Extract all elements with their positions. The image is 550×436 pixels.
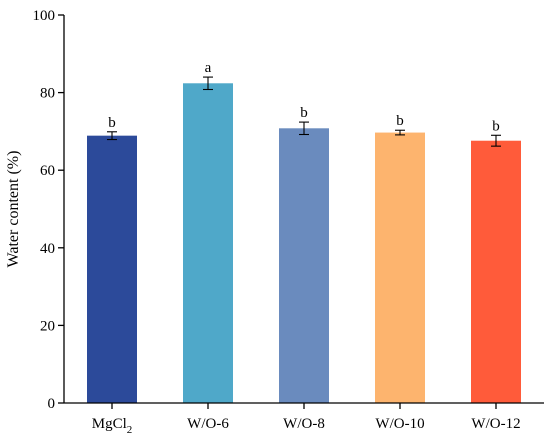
significance-letter: a — [205, 60, 212, 76]
x-tick-label-subscript: 2 — [127, 424, 133, 436]
significance-letters-group: b a b b b — [108, 60, 500, 134]
error-bars-group — [107, 76, 501, 147]
x-tick-label-main: W/O-10 — [375, 416, 424, 432]
significance-letter: b — [108, 115, 116, 131]
y-tick-label: 80 — [40, 86, 55, 102]
x-tick-label-main: W/O-8 — [283, 416, 325, 432]
x-tick-label-main: W/O-12 — [471, 416, 520, 432]
y-tick-label: 20 — [40, 318, 55, 334]
significance-letter: b — [492, 118, 500, 134]
y-tick-label: 40 — [40, 241, 55, 257]
x-tick-label: W/O-12 — [471, 416, 520, 432]
significance-letter: b — [396, 113, 404, 129]
x-tick-label: W/O-8 — [283, 416, 325, 432]
x-tick-label: W/O-10 — [375, 416, 424, 432]
y-axis-title: Water content (%) — [5, 151, 22, 268]
y-tick-label: 100 — [33, 8, 56, 24]
bar — [183, 83, 233, 404]
bar — [375, 132, 425, 403]
bars-group — [87, 83, 521, 404]
significance-letter: b — [300, 105, 308, 121]
x-tick-label-main: MgCl — [92, 416, 127, 432]
x-tick-label-main: W/O-6 — [187, 416, 229, 432]
bar — [87, 135, 137, 403]
x-tick-label: W/O-6 — [187, 416, 229, 432]
y-axis: 0 20 40 60 80 100 — [33, 8, 65, 412]
bar — [471, 140, 521, 403]
y-tick-label: 60 — [40, 163, 55, 179]
x-tick-label: MgCl2 — [92, 416, 133, 436]
x-axis: MgCl2 W/O-6 W/O-8 W/O-10 W/O-12 — [64, 402, 544, 436]
y-tick-label: 0 — [48, 396, 56, 412]
bar — [279, 128, 329, 403]
